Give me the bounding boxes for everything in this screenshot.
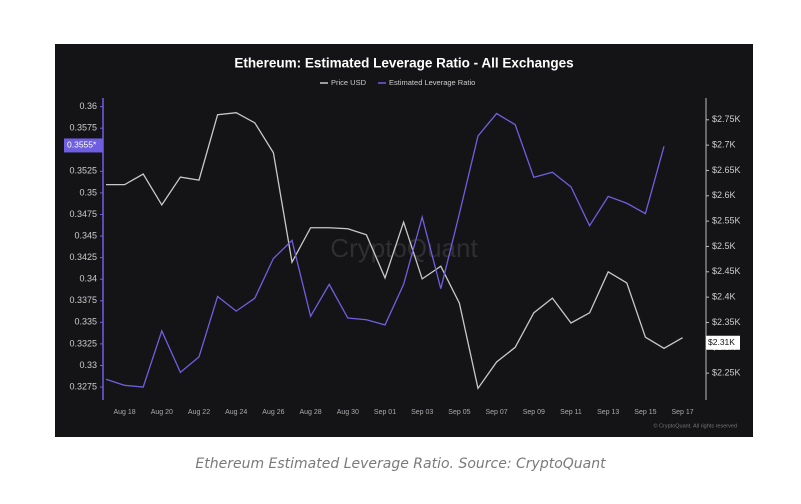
y-tick-label: 0.3325 bbox=[69, 338, 97, 348]
y-tick-label: 0.35 bbox=[79, 187, 97, 197]
y-tick-label: 0.3525 bbox=[69, 166, 97, 176]
watermark: CryptoQuant bbox=[330, 233, 478, 263]
y-tick-label: 0.34 bbox=[79, 274, 97, 284]
x-tick-label: Sep 01 bbox=[374, 409, 396, 416]
y2-tick-label: $2.75K bbox=[712, 114, 741, 124]
y-tick-label: 0.3475 bbox=[69, 209, 97, 219]
x-tick-label: Sep 05 bbox=[448, 409, 470, 416]
x-tick-label: Sep 03 bbox=[411, 409, 433, 416]
y2-tick-label: $2.4K bbox=[712, 292, 736, 302]
x-tick-label: Aug 26 bbox=[262, 409, 284, 416]
y-tick-label: 0.33 bbox=[79, 360, 97, 370]
y2-tick-label: $2.25K bbox=[712, 368, 741, 378]
x-tick-label: Aug 24 bbox=[225, 409, 247, 416]
caption: Ethereum Estimated Leverage Ratio. Sourc… bbox=[195, 456, 606, 472]
y-tick-label: 0.36 bbox=[79, 101, 97, 111]
y-tick-label: 0.3275 bbox=[69, 381, 97, 391]
x-tick-label: Sep 07 bbox=[486, 409, 508, 416]
legend-label: Estimated Leverage Ratio bbox=[389, 78, 475, 87]
x-tick-label: Sep 13 bbox=[597, 409, 619, 416]
series-line bbox=[105, 112, 665, 388]
y2-tick-label: $2.35K bbox=[712, 317, 741, 327]
y2-tick-label: $2.65K bbox=[712, 165, 741, 175]
y2-tick-label: $2.5K bbox=[712, 241, 736, 251]
current-value-box bbox=[706, 335, 740, 350]
x-tick-label: Sep 17 bbox=[672, 409, 694, 416]
x-tick-label: Aug 30 bbox=[337, 409, 359, 416]
chart-title: Ethereum: Estimated Leverage Ratio - All… bbox=[234, 56, 573, 71]
legend-label: Price USD bbox=[331, 78, 367, 87]
y2-tick-label: $2.6K bbox=[712, 190, 736, 200]
series-line bbox=[106, 112, 683, 390]
y-tick-label: 0.345 bbox=[74, 230, 97, 240]
copyright: © CryptoQuant. All rights reserved bbox=[653, 422, 737, 429]
x-tick-label: Sep 15 bbox=[634, 409, 656, 416]
y2-tick-label: $2.45K bbox=[712, 266, 741, 276]
chart-background bbox=[55, 44, 753, 437]
y-tick-label: 0.335 bbox=[74, 317, 97, 327]
y-tick-label: 0.3575 bbox=[69, 123, 97, 133]
x-tick-label: Sep 11 bbox=[560, 409, 582, 416]
y2-tick-label: $2.7K bbox=[712, 139, 736, 149]
y-tick-label: 0.3375 bbox=[69, 295, 97, 305]
current-value-box bbox=[64, 138, 103, 153]
current-value-label: $2.31K bbox=[708, 337, 735, 347]
x-tick-label: Aug 28 bbox=[300, 409, 322, 416]
x-tick-label: Aug 20 bbox=[151, 409, 173, 416]
x-tick-label: Sep 09 bbox=[523, 409, 545, 416]
current-value-label: 0.3555* bbox=[67, 140, 97, 150]
x-tick-label: Aug 22 bbox=[188, 409, 210, 416]
x-tick-label: Aug 18 bbox=[114, 409, 136, 416]
y2-tick-label: $2.55K bbox=[712, 216, 741, 226]
y-tick-label: 0.3425 bbox=[69, 252, 97, 262]
